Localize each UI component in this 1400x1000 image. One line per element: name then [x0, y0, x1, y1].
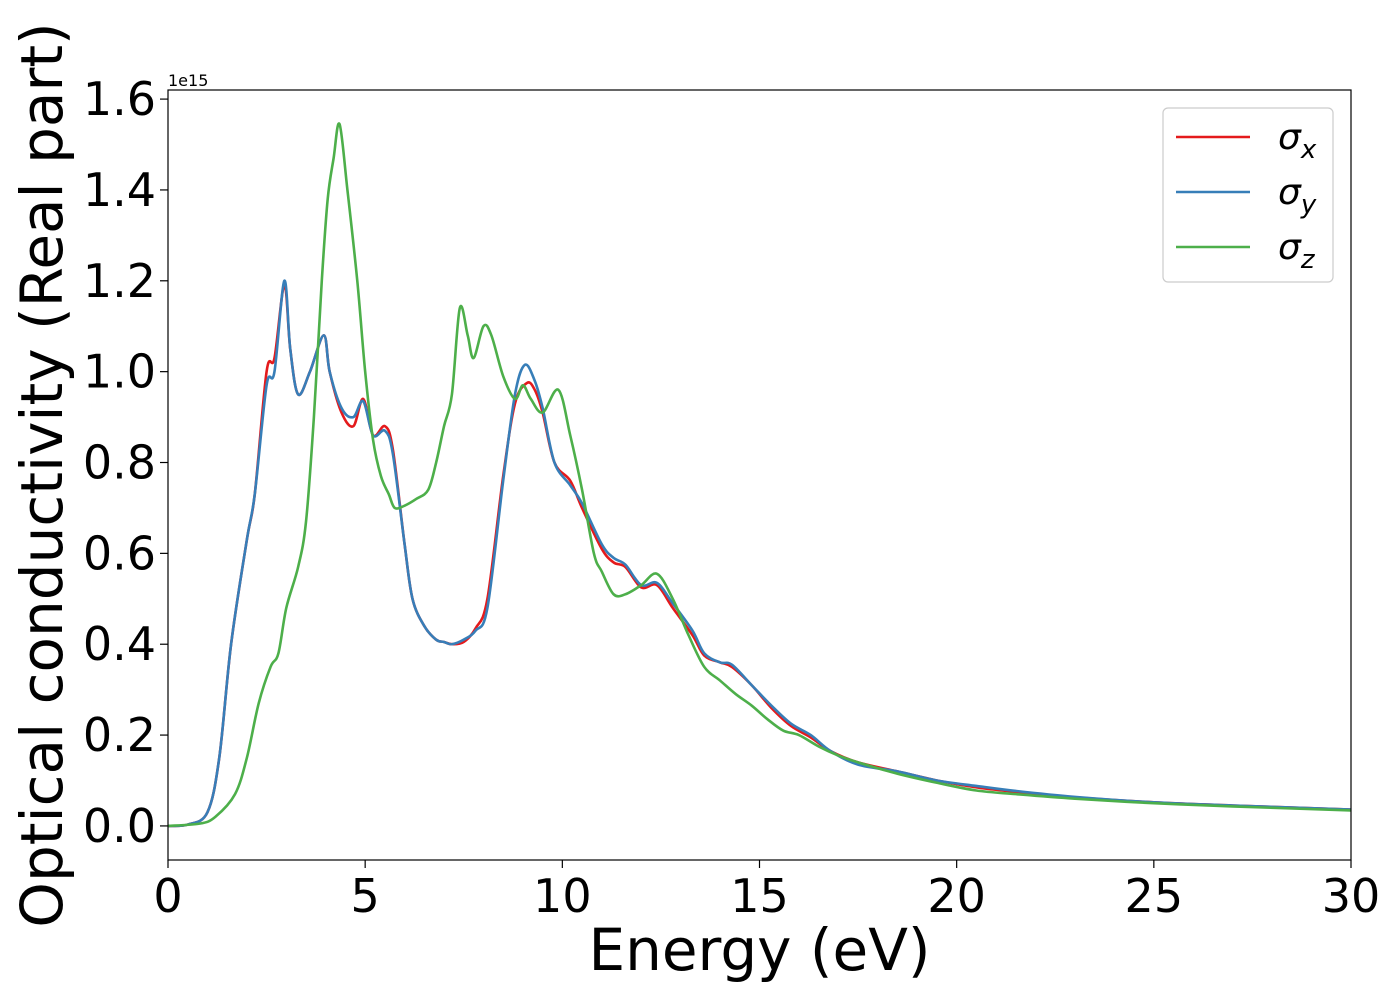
x-tick-label: 15: [730, 869, 789, 923]
y-tick-label: 1.4: [83, 163, 156, 217]
legend-label-y: σy: [1278, 172, 1317, 220]
y-tick-label: 1.6: [83, 72, 156, 126]
legend-box: [1162, 107, 1334, 283]
series-line-y: [168, 279, 1351, 828]
x-tick-label: 0: [153, 869, 182, 923]
y-tick-label: 0.6: [83, 526, 156, 580]
x-axis-title: Energy (eV): [588, 916, 930, 984]
x-tick-label: 5: [351, 869, 380, 923]
legend: σx σy σz: [1162, 107, 1334, 283]
y-tick-label: 1.0: [83, 345, 156, 399]
x-axis: 0 5 10 15 20 25 30: [153, 860, 1380, 923]
y-tick-label: 0.8: [83, 436, 156, 490]
y-axis: 0.0 0.2 0.4 0.6 0.8 1.0 1.2 1.4 1.6: [83, 72, 168, 853]
y-tick-label: 1.2: [83, 254, 156, 308]
legend-label-z: σz: [1278, 227, 1316, 275]
x-tick-label: 30: [1322, 869, 1381, 923]
y-tick-label: 0.0: [83, 799, 156, 853]
y-offset-label: 1e15: [168, 71, 208, 90]
x-tick-label: 20: [927, 869, 986, 923]
y-tick-label: 0.4: [83, 617, 156, 671]
y-axis-title: Optical conductivity (Real part): [8, 22, 76, 927]
x-tick-label: 10: [533, 869, 592, 923]
y-tick-label: 0.2: [83, 708, 156, 762]
series-layer: [168, 122, 1351, 828]
series-line-z: [168, 122, 1351, 828]
x-tick-label: 25: [1125, 869, 1184, 923]
legend-label-x: σx: [1278, 117, 1317, 165]
